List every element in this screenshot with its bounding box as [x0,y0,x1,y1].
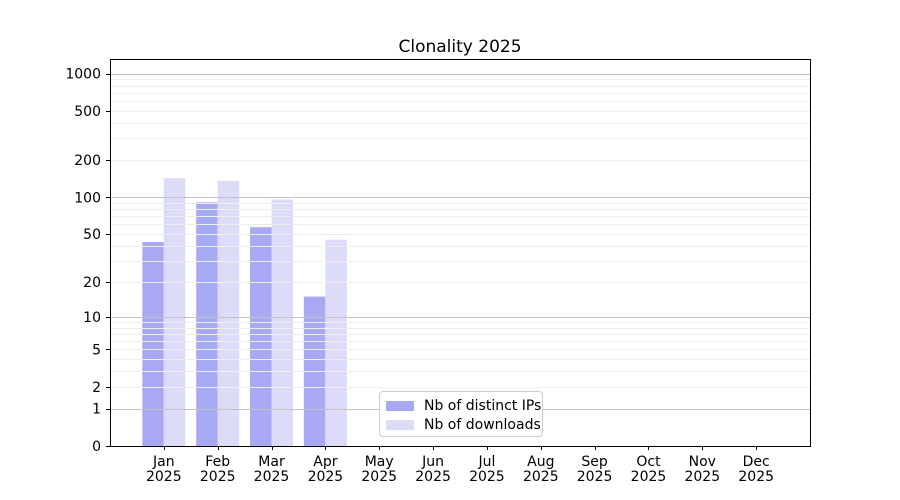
legend-swatch-distinct-ips [386,400,414,411]
x-tick-label-month-nov: Nov [689,454,716,470]
x-tick-label-month-dec: Dec [743,454,770,470]
x-tick-label-month-aug: Aug [527,454,554,470]
x-tick-label-month-apr: Apr [313,454,337,470]
bar-mar-distinct-ips [250,227,272,446]
x-tick-label-year-aug: 2025 [523,469,559,485]
x-tick-label-month-jun: Jun [421,454,444,470]
x-tick-label-year-jun: 2025 [415,469,451,485]
legend-item-downloads: Nb of downloads [386,415,542,434]
plot-border [110,59,811,447]
x-tick-label-year-jul: 2025 [469,469,505,485]
x-tick-label-year-mar: 2025 [254,469,290,485]
y-tick-label-2: 2 [92,380,101,396]
y-tick-label-10: 10 [83,310,101,326]
legend-label-distinct-ips: Nb of distinct IPs [424,397,542,414]
chart-title: Clonality 2025 [398,37,522,57]
bar-apr-downloads [325,239,347,446]
y-tick-label-1: 1 [92,402,101,418]
legend-item-distinct-ips: Nb of distinct IPs [386,396,542,415]
x-tick-label-month-feb: Feb [205,454,230,470]
legend-swatch-downloads [386,419,414,430]
y-tick-label-0: 0 [92,439,101,455]
x-tick-label-year-jan: 2025 [146,469,182,485]
y-tick-label-5: 5 [92,342,101,358]
x-tick-label-month-mar: Mar [258,454,285,470]
y-tick-label-1000: 1000 [65,67,101,83]
y-tick-label-500: 500 [74,104,101,120]
legend-label-downloads: Nb of downloads [424,416,541,433]
x-tick-label-month-oct: Oct [636,454,661,470]
x-tick-label-month-may: May [365,454,394,470]
x-tick-label-month-jan: Jan [152,454,175,470]
y-tick-label-20: 20 [83,275,101,291]
x-tick-label-month-jul: Jul [477,454,495,470]
x-tick-label-month-sep: Sep [581,454,608,470]
bar-jan-downloads [163,178,186,446]
bar-jan-distinct-ips [142,242,164,446]
x-tick-label-year-nov: 2025 [684,469,720,485]
bar-feb-downloads [217,180,240,446]
x-tick-label-year-may: 2025 [361,469,397,485]
x-tick-label-year-feb: 2025 [200,469,236,485]
x-tick-label-year-dec: 2025 [738,469,774,485]
legend: Nb of distinct IPs Nb of downloads [379,391,543,437]
x-tick-label-year-oct: 2025 [631,469,667,485]
bar-feb-distinct-ips [196,202,218,446]
x-tick-label-year-apr: 2025 [308,469,344,485]
x-tick-label-year-sep: 2025 [577,469,613,485]
y-tick-label-200: 200 [74,153,101,169]
y-tick-label-50: 50 [83,227,101,243]
y-tick-label-100: 100 [74,190,101,206]
